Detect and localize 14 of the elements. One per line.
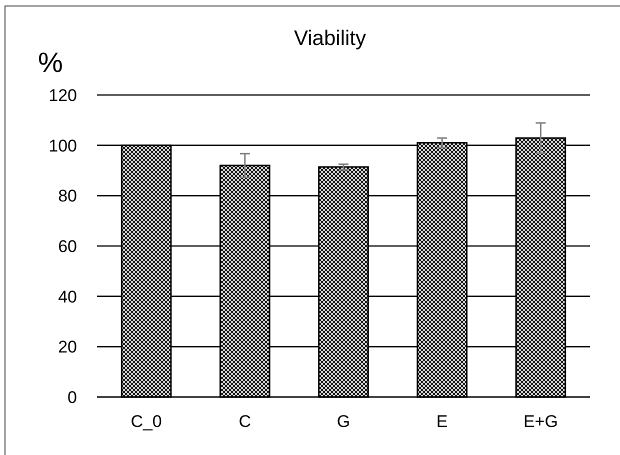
y-tick-label: 0 [68, 388, 77, 407]
y-tick-label: 40 [58, 287, 77, 306]
y-axis-title: % [38, 47, 63, 78]
x-tick-label: E+G [523, 412, 558, 431]
y-tick-label: 100 [48, 136, 77, 156]
chart-title: Viability [294, 27, 366, 50]
y-tick-label: 120 [48, 86, 77, 105]
x-tick-label: E [436, 412, 448, 431]
x-tick-label: G [336, 412, 350, 431]
y-tick-label: 60 [58, 236, 77, 256]
x-tick-label: C_0 [130, 412, 162, 431]
y-tick-label: 20 [58, 338, 77, 357]
y-tick-label: 80 [58, 186, 77, 206]
x-tick-label: C [238, 412, 252, 431]
